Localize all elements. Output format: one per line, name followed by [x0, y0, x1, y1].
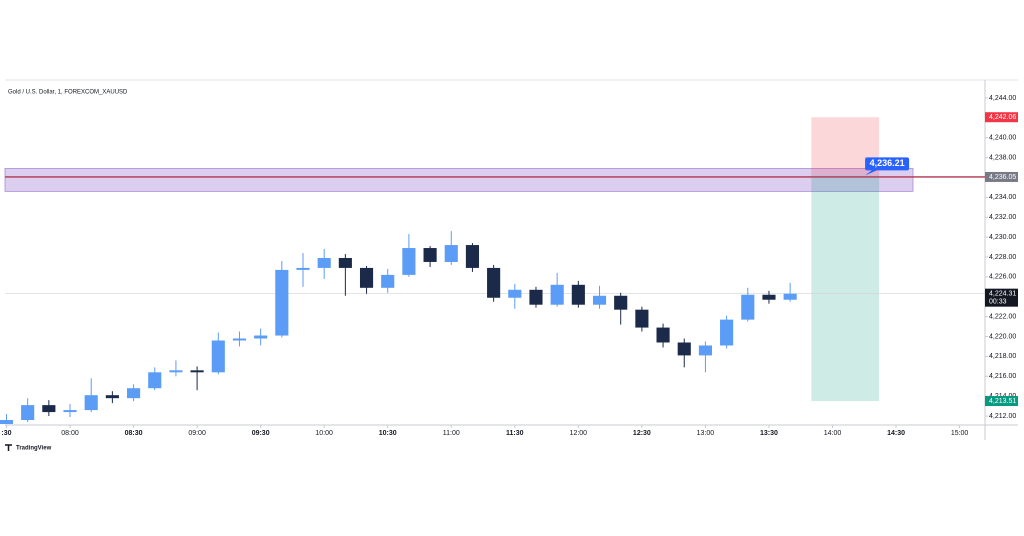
last-tag-label: 4,224.31: [989, 291, 1016, 298]
candle-body: [359, 267, 374, 288]
candle-body: [677, 342, 691, 356]
x-tick-label: :30: [1, 430, 11, 437]
entry-pointer: [865, 169, 880, 176]
candle-body: [741, 294, 755, 320]
chart-title: Gold / U.S. Dollar, 1, FOREXCOM_XAUUSD: [8, 90, 128, 96]
candle-body: [762, 294, 776, 300]
x-tick-label: 08:00: [61, 430, 79, 437]
x-tick-label: 14:30: [887, 430, 905, 437]
y-tick-label: 4,238.00: [989, 154, 1016, 161]
y-tick-label: 4,212.00: [989, 413, 1016, 420]
x-tick-label: 12:30: [633, 430, 651, 437]
candle-body: [84, 395, 98, 411]
y-tick-label: 4,228.00: [989, 254, 1016, 261]
x-tick-label: 10:00: [315, 430, 333, 437]
candle-body: [21, 405, 35, 421]
x-tick-label: 13:30: [760, 430, 778, 437]
candle-body: [126, 388, 141, 399]
candle-body: [105, 395, 119, 399]
candle-body: [423, 248, 437, 262]
candle-body: [338, 257, 352, 268]
y-tick-label: 4,244.00: [989, 95, 1016, 102]
x-tick-label: 12:00: [570, 430, 588, 437]
countdown: 00:33: [989, 299, 1007, 306]
candle-body: [614, 295, 628, 310]
candle-body: [275, 269, 289, 336]
level-tag: [985, 171, 1018, 182]
entry-label: 4,236.21: [870, 158, 905, 168]
candle-body: [656, 327, 670, 343]
candle-body: [529, 289, 543, 305]
candle-body: [550, 284, 564, 305]
candle-body: [211, 340, 225, 373]
y-tick-label: 4,222.00: [989, 313, 1016, 320]
y-tick-label: 4,234.00: [989, 194, 1016, 201]
x-tick-label: 15:00: [951, 430, 969, 437]
watermark: TradingView: [16, 446, 52, 452]
x-tick-label: 14:00: [824, 430, 842, 437]
x-tick-label: 10:30: [379, 430, 397, 437]
candle-body: [508, 289, 522, 298]
candle-body: [0, 420, 14, 425]
candle-body: [381, 274, 395, 288]
candle-body: [487, 267, 501, 298]
x-tick-label: 11:00: [443, 430, 460, 437]
x-tick-label: 11:30: [506, 430, 524, 437]
candle-body: [190, 370, 204, 373]
candle-body: [317, 257, 331, 268]
zone: [4, 168, 914, 192]
candle-body: [296, 267, 310, 270]
candle-body: [571, 284, 585, 305]
logo: [5, 444, 12, 451]
candle-body: [720, 319, 734, 346]
stop-tag-label: 4,242.06: [989, 114, 1016, 121]
candle-body: [635, 309, 649, 328]
target-tag: [985, 396, 1018, 407]
candle-body: [169, 370, 183, 373]
x-tick-label: 13:00: [697, 430, 715, 437]
candle-body: [232, 338, 247, 341]
x-tick-label: 09:30: [252, 430, 270, 437]
axes: 4,212.004,214.004,216.004,218.004,220.00…: [1, 95, 1018, 437]
y-tick-label: 4,226.00: [989, 274, 1016, 281]
entry-callout: [865, 157, 910, 171]
candle-body: [444, 245, 458, 262]
candle-body: [254, 335, 268, 339]
candle-body: [148, 372, 162, 389]
x-tick-label: 08:30: [125, 430, 143, 437]
y-tick-label: 4,240.00: [989, 135, 1016, 142]
y-tick-label: 4,230.00: [989, 234, 1016, 241]
candle-body: [63, 410, 77, 413]
level-tag-label: 4,236.05: [989, 174, 1016, 181]
candle-body: [42, 405, 56, 413]
y-tick-label: 4,220.00: [989, 333, 1016, 340]
plot-area: 4,236.21: [0, 117, 1018, 425]
candle-body: [465, 245, 480, 268]
candle-body: [402, 248, 416, 275]
candle-body: [592, 295, 607, 305]
candle-body: [698, 345, 712, 356]
candle-body: [783, 293, 797, 300]
target-tag-label: 4,213.51: [989, 398, 1016, 405]
y-tick-label: 4,232.00: [989, 214, 1016, 221]
stop-tag: [985, 112, 1018, 123]
target-zone: [811, 175, 880, 402]
last-tag: [985, 288, 1018, 307]
x-tick-label: 09:00: [188, 430, 206, 437]
y-tick-label: 4,216.00: [989, 373, 1016, 380]
y-tick-label: 4,218.00: [989, 353, 1016, 360]
